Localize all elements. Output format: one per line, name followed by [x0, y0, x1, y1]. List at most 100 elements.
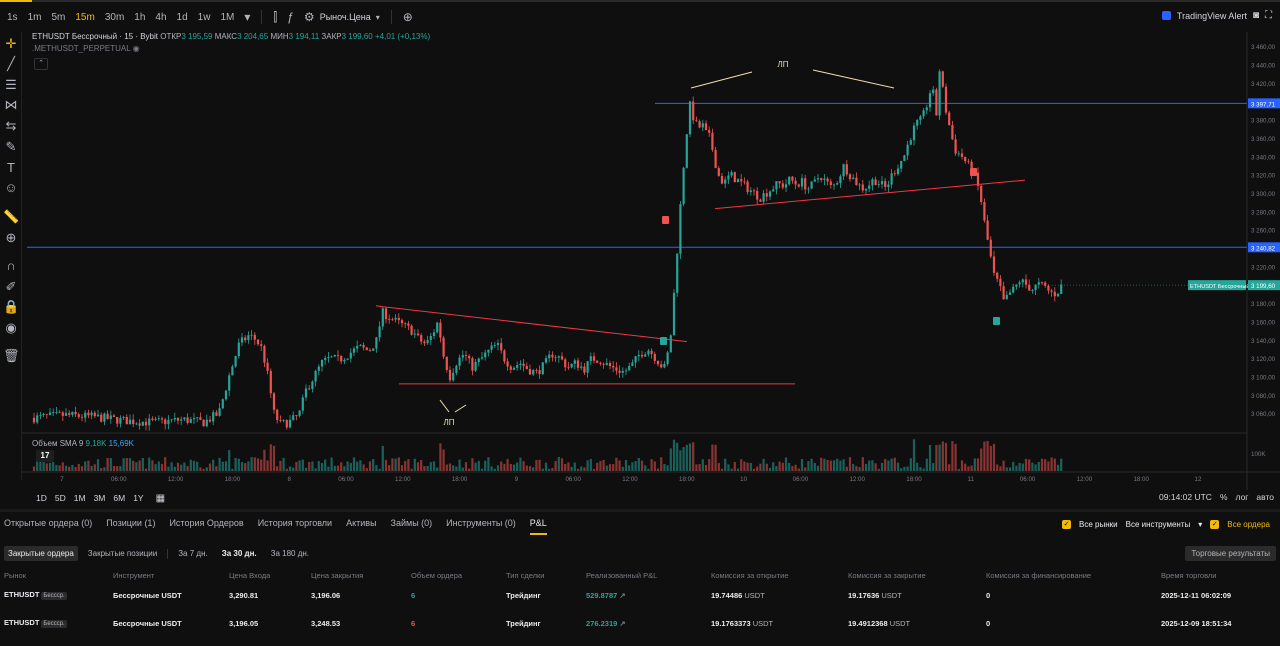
timeframe-1d[interactable]: 1d	[176, 11, 188, 23]
add-icon[interactable]: ⊕	[402, 10, 413, 24]
magnet-icon[interactable]: ∩	[6, 258, 16, 273]
candle-body	[663, 363, 666, 368]
lock-draw-icon[interactable]: ✐	[5, 279, 17, 294]
zoom-icon[interactable]: ⊕	[5, 230, 17, 245]
chevron-down-icon[interactable]: ▾	[375, 12, 380, 22]
calendar-icon[interactable]: ▦	[155, 492, 166, 504]
panel-tab[interactable]: Активы	[346, 518, 377, 528]
trade-results-button[interactable]: Торговые результаты	[1185, 546, 1276, 561]
camera-icon[interactable]: ◙	[1252, 10, 1259, 21]
indicators-icon[interactable]: ƒ	[287, 10, 294, 24]
volume-bar	[800, 458, 804, 471]
panel-tab[interactable]: История Ордеров	[169, 518, 244, 528]
candle-body	[1024, 279, 1028, 285]
range-1M[interactable]: 1M	[73, 493, 86, 503]
all-instruments-select[interactable]: Все инструменты	[1125, 520, 1191, 529]
annotation-stroke	[690, 71, 753, 89]
panel-tab[interactable]: Позиции (1)	[106, 518, 156, 528]
trash-icon[interactable]: 🗑	[3, 348, 20, 363]
candle-body	[708, 130, 711, 133]
panel-tab[interactable]: История торговли	[257, 518, 333, 528]
panel-tab[interactable]: Инструменты (0)	[446, 518, 516, 528]
volume-bar	[890, 458, 893, 471]
volume-bar	[180, 464, 183, 471]
utc-time[interactable]: 09:14:02 UTC	[1159, 492, 1212, 502]
all-orders-link[interactable]: Все ордера	[1227, 520, 1270, 529]
price-type-select[interactable]: Рыноч.Цена	[319, 12, 371, 22]
tv-alert-button[interactable]: TradingView Alert	[1176, 10, 1247, 21]
timeframe-1m[interactable]: 1m	[27, 11, 42, 23]
pattern-icon[interactable]: ⋈	[4, 97, 18, 112]
candle-body	[279, 420, 282, 421]
eye-icon[interactable]: ◉	[132, 44, 140, 53]
settings-icon[interactable]: ⚙	[303, 10, 315, 24]
range-1D[interactable]: 1D	[36, 493, 47, 503]
text-icon[interactable]: T	[7, 160, 15, 175]
subtab-7-days[interactable]: За 7 дн.	[178, 549, 208, 558]
brush-icon[interactable]: ✎	[5, 139, 17, 154]
share-icon[interactable]: ↗	[619, 590, 626, 600]
fullscreen-icon[interactable]: ⛶	[1265, 10, 1272, 21]
price-chart[interactable]: 3 460,00 3 440,00 3 420,00 3 380,00 3 360,00…	[22, 32, 1280, 504]
timeframe-5m[interactable]: 5m	[51, 11, 66, 23]
range-6M[interactable]: 6M	[113, 493, 126, 503]
subtab-180-days[interactable]: За 180 дн.	[270, 549, 310, 558]
subtab-30-days[interactable]: За 30 дн.	[221, 549, 257, 558]
candle-body	[740, 179, 743, 182]
timeframe-1h[interactable]: 1h	[134, 11, 146, 23]
table-cell: Бессрочные USDT	[113, 618, 229, 646]
emoji-icon[interactable]: ☺	[4, 180, 18, 195]
subtab-closed-orders[interactable]: Закрытые ордера	[4, 546, 78, 561]
range-1Y[interactable]: 1Y	[133, 493, 144, 503]
panel-tab[interactable]: P&L	[529, 518, 547, 535]
volume-bar	[404, 461, 407, 471]
candle-body	[727, 175, 730, 180]
table-row[interactable]: ETHUSDT Бессср. Бессрочные USDT 3,290.81 3,1…	[4, 590, 1276, 618]
crosshair-icon[interactable]: ✛	[5, 36, 17, 51]
tradingview-logo[interactable]: 17	[36, 450, 54, 462]
x-tick-label: 8	[287, 476, 291, 483]
volume-bar	[138, 460, 141, 471]
candle-body	[960, 153, 964, 157]
collapse-legend-button[interactable]: ⌃	[34, 58, 48, 70]
channel-line	[714, 179, 1026, 210]
timeframe-15m[interactable]: 15m	[75, 11, 95, 23]
candle-body	[292, 415, 295, 420]
chart-type-icon[interactable]: ⫿	[273, 9, 278, 24]
panel-tab[interactable]: Займы (0)	[390, 518, 433, 528]
candle-body	[106, 413, 109, 419]
ruler-icon[interactable]: 📏	[3, 209, 20, 224]
eye-icon[interactable]: ◉	[5, 320, 17, 335]
range-5D[interactable]: 5D	[54, 493, 66, 503]
candle-body	[548, 354, 551, 359]
checkbox-checked-icon[interactable]: ✓	[1062, 520, 1072, 529]
chevron-down-icon[interactable]: ▾	[1198, 520, 1203, 529]
chevron-down-icon[interactable]: ▾	[244, 10, 251, 24]
auto-toggle[interactable]: авто	[1256, 492, 1274, 502]
volume-bar	[304, 467, 308, 471]
volume-bar	[589, 458, 592, 471]
fib-icon[interactable]: ☰	[5, 77, 17, 92]
subtab-closed-positions[interactable]: Закрытые позиции	[87, 549, 158, 558]
chart-area[interactable]: 3 460,00 3 440,00 3 420,00 3 380,00 3 360,00…	[22, 32, 1280, 504]
timeframe-1w[interactable]: 1w	[197, 11, 211, 23]
range-3M[interactable]: 3M	[93, 493, 106, 503]
timeframe-1s[interactable]: 1s	[7, 11, 18, 23]
share-icon[interactable]: ↗	[619, 618, 626, 628]
table-row[interactable]: ETHUSDT Бессср. Бессрочные USDT 3,196.05 3,2…	[4, 618, 1276, 646]
y-tick-label: 3 360,00	[1251, 136, 1276, 143]
checkbox-checked-icon[interactable]: ✓	[1210, 520, 1220, 529]
timeframe-30m[interactable]: 30m	[104, 11, 125, 23]
timeframe-1M[interactable]: 1M	[220, 11, 235, 23]
all-markets-label[interactable]: Все рынки	[1079, 520, 1118, 529]
candle-body	[903, 155, 906, 161]
candle-body	[266, 362, 269, 371]
percent-toggle[interactable]: %	[1219, 492, 1228, 502]
timeframe-4h[interactable]: 4h	[155, 11, 167, 23]
candle-body	[1034, 284, 1037, 291]
panel-tab[interactable]: Открытые ордера (0)	[4, 518, 93, 528]
trendline-icon[interactable]: ╱	[7, 56, 15, 71]
lock-icon[interactable]: 🔒	[3, 299, 20, 314]
log-toggle[interactable]: лог	[1235, 492, 1249, 502]
measure-icon[interactable]: ⇆	[5, 118, 17, 133]
